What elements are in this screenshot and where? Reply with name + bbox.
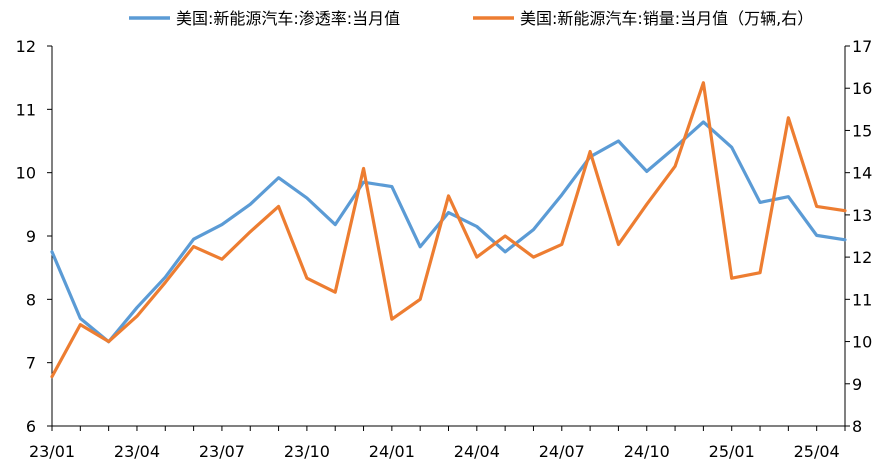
x-tick-label: 24/04 [454, 442, 500, 461]
ticks: 6 7 8 9 10 11 12 8 9 10 11 12 13 14 15 16 17 23/01 23/04 23… [16, 37, 873, 461]
x-tick-label: 24/10 [624, 442, 670, 461]
x-tick-label: 24/01 [369, 442, 415, 461]
x-tick-label: 23/01 [29, 442, 75, 461]
y-right-tick-label: 16 [852, 79, 872, 98]
y-right-tick-label: 13 [852, 206, 872, 225]
y-right-tick-label: 9 [852, 375, 862, 394]
y-right-tick-label: 12 [852, 248, 872, 267]
y-left-tick-label: 11 [16, 100, 36, 119]
y-left-tick-label: 9 [26, 227, 36, 246]
y-right-tick-label: 11 [852, 290, 872, 309]
x-tick-label: 23/10 [284, 442, 330, 461]
x-tick-label: 23/04 [114, 442, 160, 461]
y-left-tick-label: 6 [26, 417, 36, 436]
y-left-tick-label: 7 [26, 354, 36, 373]
legend: 美国:新能源汽车:渗透率:当月值 美国:新能源汽车:销量:当月值（万辆,右） [129, 9, 813, 28]
series-lines [50, 81, 847, 379]
x-tick-label: 23/07 [199, 442, 245, 461]
legend-label-2: 美国:新能源汽车:销量:当月值（万辆,右） [520, 9, 813, 28]
y-right-tick-label: 14 [852, 164, 872, 183]
series-line-2 [50, 81, 847, 379]
x-tick-label: 25/01 [709, 442, 755, 461]
legend-label-1: 美国:新能源汽车:渗透率:当月值 [176, 9, 400, 28]
y-right-tick-label: 10 [852, 333, 872, 352]
y-left-tick-label: 12 [16, 37, 36, 56]
y-left-tick-label: 10 [16, 164, 36, 183]
y-right-tick-label: 8 [852, 417, 862, 436]
x-tick-label: 25/04 [794, 442, 840, 461]
x-tick-label: 24/07 [539, 442, 585, 461]
y-left-tick-label: 8 [26, 290, 36, 309]
y-right-tick-label: 17 [852, 37, 872, 56]
series-line-1 [50, 120, 847, 344]
y-right-tick-label: 15 [852, 121, 872, 140]
